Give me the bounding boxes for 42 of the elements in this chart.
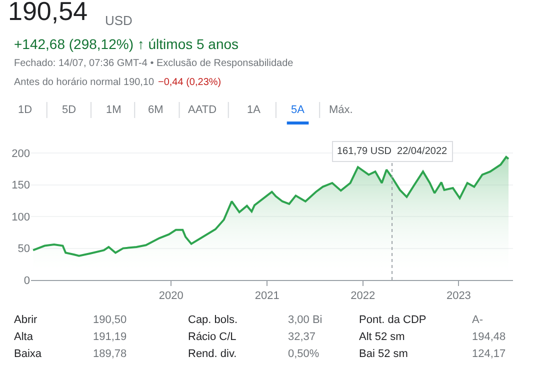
text: Fechado: 14/07, 07:36 GMT-4 • Exclusão de Responsabilidade: [14, 58, 294, 69]
text: Bai 52 sm: [359, 348, 408, 360]
y-tick-label: 0: [24, 274, 30, 287]
text: Máx.: [329, 104, 353, 116]
text: +142,68 (298,12%) ↑ últimos 5 anos: [14, 36, 239, 52]
text: 32,37: [288, 331, 316, 343]
x-tick-label: 2020: [158, 290, 184, 302]
text: 3,00 Bi: [288, 314, 322, 326]
y-tick-label: 50: [18, 243, 30, 256]
y-tick-label: 150: [12, 180, 30, 192]
text: 1A: [247, 104, 262, 116]
text: Alta: [14, 331, 34, 343]
text: 124,17: [472, 348, 506, 360]
text: Abrir: [14, 314, 38, 326]
text: 1D: [18, 104, 32, 116]
y-tick-label: 100: [12, 211, 30, 224]
text: 5D: [62, 104, 76, 116]
text: Rácio C/L: [188, 331, 236, 343]
text: Pont. da CDP: [359, 314, 426, 326]
annotation: 161,79 USD 22/04/2022: [337, 146, 448, 157]
text: 5A: [291, 104, 306, 116]
text: 1M: [106, 104, 122, 116]
text: Cap. bols.: [188, 314, 238, 326]
y-tick-label: 200: [12, 148, 30, 160]
text: Baixa: [14, 348, 42, 360]
text: Alt 52 sm: [359, 331, 405, 343]
text: −0,44 (0,23%): [158, 77, 222, 88]
text: 6M: [148, 104, 164, 116]
text: 0,50%: [288, 348, 320, 360]
text: AATD: [188, 104, 217, 116]
text: 190,50: [93, 314, 127, 326]
chart-title: 190,54: [8, 0, 88, 26]
x-tick-label: 2023: [446, 290, 471, 302]
text: USD: [105, 13, 132, 28]
x-tick-label: 2022: [350, 290, 376, 302]
x-tick-label: 2021: [254, 290, 280, 302]
text: 194,48: [472, 331, 506, 343]
text: Rend. div.: [188, 348, 237, 360]
text: 189,78: [93, 348, 127, 360]
text: 191,19: [93, 331, 127, 343]
text: Antes do horário normal 190,10: [14, 77, 155, 88]
text: A-: [472, 314, 484, 326]
